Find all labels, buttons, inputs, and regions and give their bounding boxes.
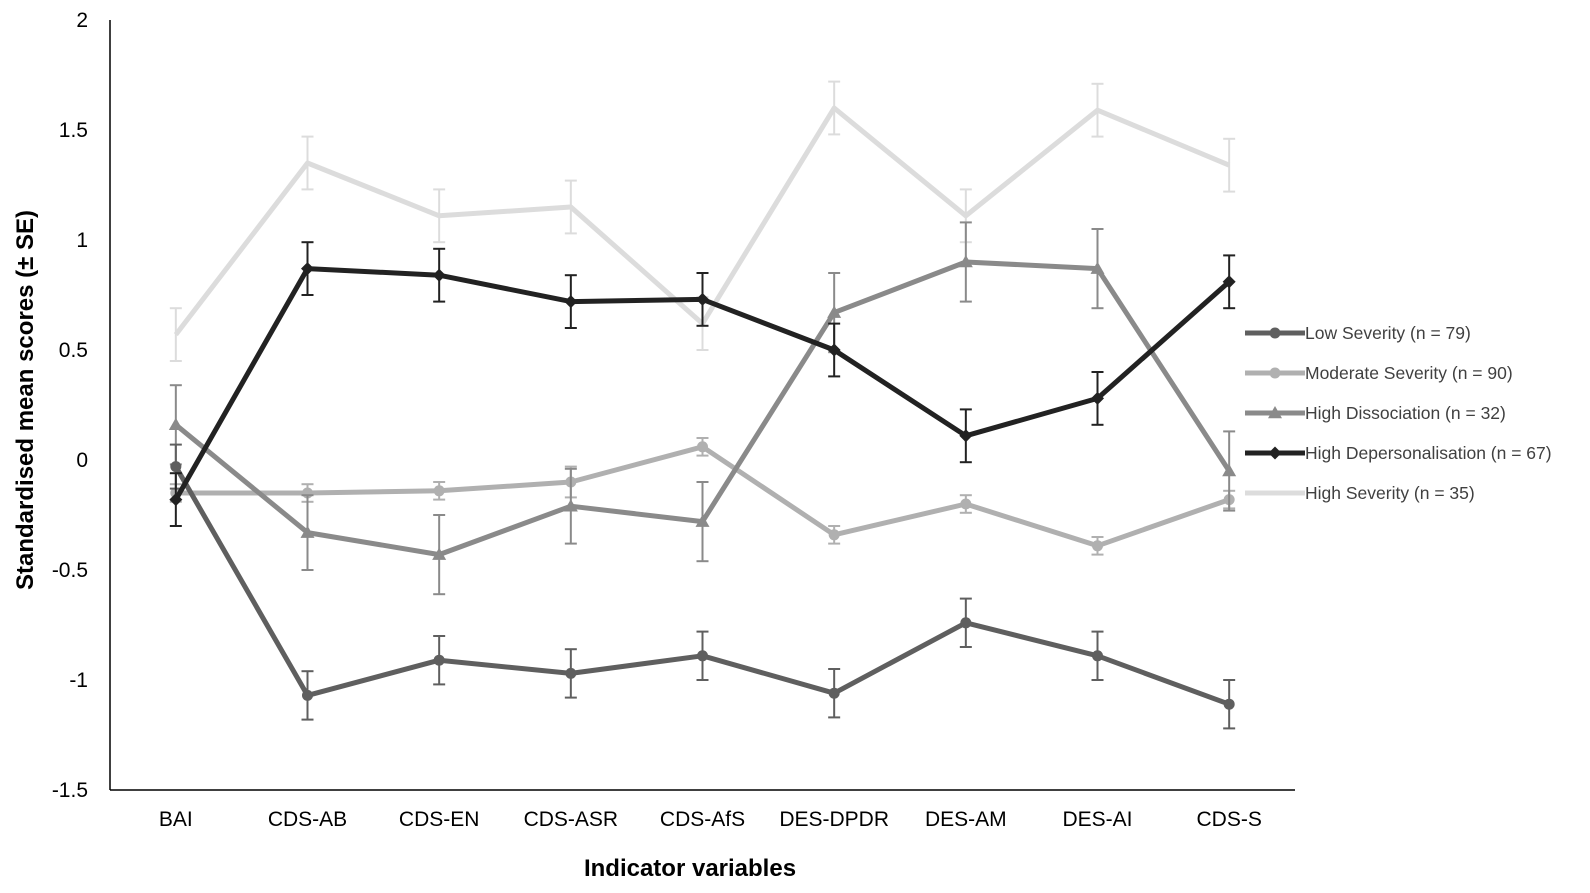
x-tick-label: DES-AM	[925, 808, 1007, 831]
legend: Low Severity (n = 79) Moderate Severity (…	[1245, 323, 1552, 503]
legend-label: Low Severity (n = 79)	[1305, 323, 1471, 343]
y-tick-label: 0.5	[59, 339, 88, 362]
series-group	[168, 221, 1237, 596]
data-point	[697, 441, 708, 453]
y-tick-label: -0.5	[52, 559, 88, 582]
data-point	[696, 292, 709, 306]
x-tick-label: DES-AI	[1062, 808, 1132, 831]
data-point	[432, 268, 446, 282]
error-bar	[1223, 137, 1236, 193]
data-point	[1091, 391, 1104, 405]
x-tick-label: DES-DPDR	[779, 808, 889, 831]
y-tick-label: -1.5	[52, 779, 88, 802]
x-tick-label: CDS-AB	[268, 808, 347, 831]
data-point	[827, 305, 842, 318]
y-tick-label: -1	[69, 669, 88, 692]
legend-swatch-marker	[1269, 327, 1281, 339]
x-tick-label: BAI	[159, 808, 193, 831]
legend-swatch-marker	[1268, 406, 1282, 419]
y-axis-title: Standardised mean scores (± SE)	[12, 210, 39, 590]
legend-item: High Dissociation (n = 32)	[1245, 403, 1506, 423]
data-point	[300, 525, 315, 538]
data-point	[169, 493, 183, 507]
legend-item: Low Severity (n = 79)	[1245, 323, 1471, 343]
data-point	[302, 689, 313, 701]
data-point	[168, 417, 183, 431]
data-point	[1092, 540, 1103, 552]
y-tick-label: 1	[76, 229, 88, 252]
legend-label: Moderate Severity (n = 90)	[1305, 363, 1513, 383]
legend-item: High Severity (n = 35)	[1245, 483, 1475, 503]
series-group	[169, 443, 1236, 730]
data-point	[433, 485, 445, 497]
data-point	[960, 498, 972, 510]
series-group	[169, 241, 1236, 527]
data-point	[1222, 464, 1237, 477]
legend-swatch-marker	[1269, 367, 1281, 379]
y-tick-label: 2	[76, 9, 88, 32]
x-tick-label: CDS-ASR	[524, 808, 619, 831]
legend-label: High Depersonalisation (n = 67)	[1305, 443, 1552, 463]
data-point	[564, 295, 578, 309]
data-point	[565, 667, 577, 679]
data-point	[695, 514, 710, 527]
data-point	[433, 654, 445, 666]
legend-label: High Severity (n = 35)	[1305, 483, 1475, 503]
y-tick-label: 1.5	[59, 119, 88, 142]
data-point	[827, 343, 841, 357]
data-point	[697, 650, 708, 662]
axes-layer: -1.5 -1 -0.5 0 0.5 1 1.5 2 BAI CDS-AB CDS-EN CDS-AS…	[52, 9, 1295, 831]
series-layer	[168, 80, 1237, 730]
x-tick-label: CDS-EN	[399, 808, 480, 831]
data-point	[301, 262, 314, 276]
data-point	[1223, 698, 1235, 710]
x-tick-label: CDS-AfS	[660, 808, 745, 831]
data-point	[959, 429, 973, 443]
data-point	[1222, 275, 1236, 289]
data-point	[828, 529, 840, 541]
legend-swatch-marker	[1268, 446, 1282, 460]
data-point	[170, 461, 182, 473]
y-tick-label: 0	[76, 449, 88, 472]
data-point	[432, 547, 447, 560]
legend-item: High Depersonalisation (n = 67)	[1245, 443, 1552, 463]
data-point	[828, 687, 840, 699]
x-axis-title: Indicator variables	[584, 855, 796, 882]
legend-label: High Dissociation (n = 32)	[1305, 403, 1506, 423]
x-tick-label: CDS-S	[1196, 808, 1261, 831]
data-point	[960, 617, 972, 629]
data-point	[958, 255, 973, 268]
data-point	[1090, 261, 1105, 274]
data-point	[1092, 650, 1103, 662]
legend-item: Moderate Severity (n = 90)	[1245, 363, 1513, 383]
data-point	[563, 499, 578, 512]
